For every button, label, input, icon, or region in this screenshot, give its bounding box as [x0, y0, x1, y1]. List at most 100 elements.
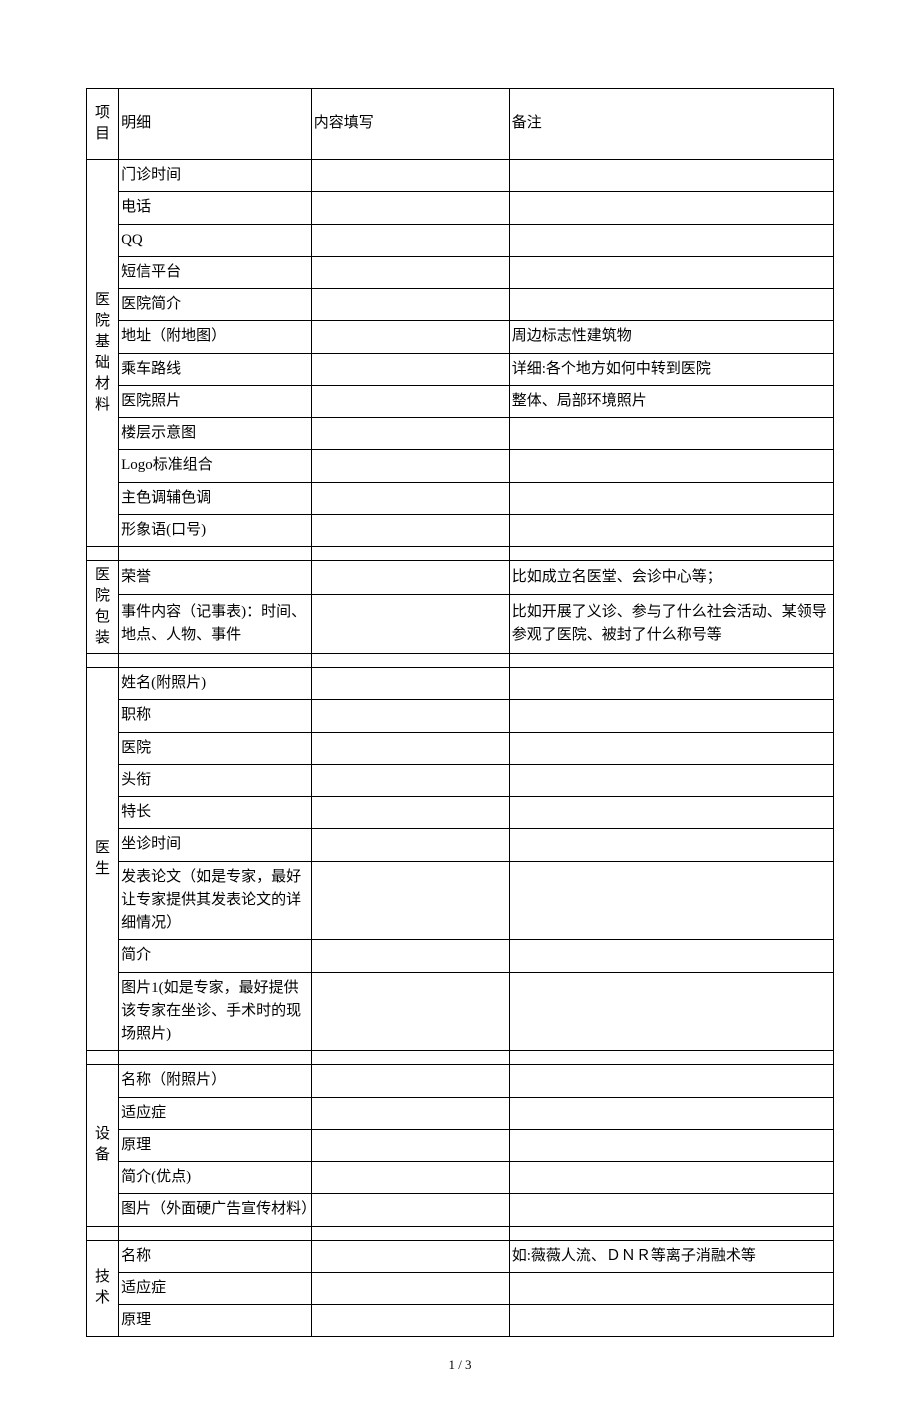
table-row: QQ — [87, 224, 834, 256]
table-row: 适应症 — [87, 1097, 834, 1129]
detail-cell: 头衔 — [119, 764, 312, 796]
note-cell — [509, 940, 833, 972]
content-cell — [311, 764, 509, 796]
note-cell: 比如成立名医堂、会诊中心等； — [509, 561, 833, 595]
note-cell — [509, 418, 833, 450]
content-cell — [311, 1305, 509, 1337]
note-cell — [509, 450, 833, 482]
detail-cell: 医院 — [119, 732, 312, 764]
detail-cell: 主色调辅色调 — [119, 482, 312, 514]
note-cell — [509, 1097, 833, 1129]
content-cell — [311, 940, 509, 972]
detail-cell: 名称（附照片） — [119, 1065, 312, 1097]
header-detail: 明细 — [119, 89, 312, 160]
note-cell — [509, 256, 833, 288]
table-row: 原理 — [87, 1305, 834, 1337]
note-cell — [509, 1129, 833, 1161]
note-cell: 详细:各个地方如何中转到医院 — [509, 353, 833, 385]
note-cell — [509, 160, 833, 192]
detail-cell: 乘车路线 — [119, 353, 312, 385]
content-cell — [311, 1162, 509, 1194]
note-cell — [509, 829, 833, 861]
table-row: 简介 — [87, 940, 834, 972]
detail-cell: 图片（外面硬广告宣传材料） — [119, 1194, 312, 1226]
detail-cell: 适应症 — [119, 1272, 312, 1304]
spacer-cell — [509, 1051, 833, 1065]
detail-cell: 医院照片 — [119, 385, 312, 417]
table-row: 简介(优点) — [87, 1162, 834, 1194]
table-row: 坐诊时间 — [87, 829, 834, 861]
detail-cell: 简介 — [119, 940, 312, 972]
spacer-cell — [509, 547, 833, 561]
spacer-cell — [311, 654, 509, 668]
note-cell — [509, 668, 833, 700]
note-cell — [509, 972, 833, 1051]
table-row: 原理 — [87, 1129, 834, 1161]
note-cell: 比如开展了义诊、参与了什么社会活动、某领导参观了医院、被封了什么称号等 — [509, 595, 833, 654]
table-row: 主色调辅色调 — [87, 482, 834, 514]
detail-cell: 楼层示意图 — [119, 418, 312, 450]
spacer-cell — [311, 1051, 509, 1065]
section-label: 医院基础材料 — [87, 160, 119, 547]
detail-cell: 名称 — [119, 1240, 312, 1272]
content-cell — [311, 192, 509, 224]
content-cell — [311, 385, 509, 417]
detail-cell: 适应症 — [119, 1097, 312, 1129]
note-cell — [509, 764, 833, 796]
detail-cell: 荣誉 — [119, 561, 312, 595]
content-cell — [311, 1194, 509, 1226]
spacer-cell — [87, 1226, 119, 1240]
section-label: 医生 — [87, 668, 119, 1051]
table-row: 医院简介 — [87, 289, 834, 321]
spacer-row — [87, 654, 834, 668]
spacer-cell — [311, 1226, 509, 1240]
note-cell — [509, 1272, 833, 1304]
table-row: Logo标准组合 — [87, 450, 834, 482]
note-cell: 周边标志性建筑物 — [509, 321, 833, 353]
detail-cell: 姓名(附照片) — [119, 668, 312, 700]
table-row: 医院包装荣誉比如成立名医堂、会诊中心等； — [87, 561, 834, 595]
table-row: 乘车路线 详细:各个地方如何中转到医院 — [87, 353, 834, 385]
content-cell — [311, 561, 509, 595]
table-row: 图片1(如是专家，最好提供该专家在坐诊、手术时的现场照片) — [87, 972, 834, 1051]
main-table: 项目明细内容填写备注医院基础材料门诊时间电话QQ短信平台医院简介地址（附地图）周… — [86, 88, 834, 1337]
spacer-cell — [311, 547, 509, 561]
content-cell — [311, 1129, 509, 1161]
detail-cell: 形象语(口号) — [119, 514, 312, 546]
content-cell — [311, 668, 509, 700]
spacer-row — [87, 1226, 834, 1240]
table-row: 事件内容（记事表)：时间、地点、人物、事件 比如开展了义诊、参与了什么社会活动、某… — [87, 595, 834, 654]
detail-cell: 特长 — [119, 797, 312, 829]
table-row: 技术名称如:薇薇人流、ＤＮＲ等离子消融术等 — [87, 1240, 834, 1272]
spacer-cell — [119, 654, 312, 668]
spacer-row — [87, 547, 834, 561]
note-cell — [509, 1065, 833, 1097]
content-cell — [311, 972, 509, 1051]
header-project: 项目 — [87, 89, 119, 160]
detail-cell: 事件内容（记事表)：时间、地点、人物、事件 — [119, 595, 312, 654]
section-label: 技术 — [87, 1240, 119, 1337]
note-cell — [509, 1305, 833, 1337]
detail-cell: 职称 — [119, 700, 312, 732]
table-row: 特长 — [87, 797, 834, 829]
note-cell — [509, 1162, 833, 1194]
content-cell — [311, 321, 509, 353]
spacer-cell — [509, 1226, 833, 1240]
detail-cell: 门诊时间 — [119, 160, 312, 192]
content-cell — [311, 353, 509, 385]
table-row: 适应症 — [87, 1272, 834, 1304]
content-cell — [311, 700, 509, 732]
content-cell — [311, 514, 509, 546]
table-row: 发表论文（如是专家，最好让专家提供其发表论文的详细情况） — [87, 861, 834, 940]
content-cell — [311, 1240, 509, 1272]
detail-cell: 坐诊时间 — [119, 829, 312, 861]
spacer-cell — [87, 1051, 119, 1065]
table-row: 短信平台 — [87, 256, 834, 288]
content-cell — [311, 450, 509, 482]
content-cell — [311, 1065, 509, 1097]
header-note: 备注 — [509, 89, 833, 160]
content-cell — [311, 1272, 509, 1304]
detail-cell: 电话 — [119, 192, 312, 224]
spacer-cell — [119, 547, 312, 561]
note-cell — [509, 700, 833, 732]
